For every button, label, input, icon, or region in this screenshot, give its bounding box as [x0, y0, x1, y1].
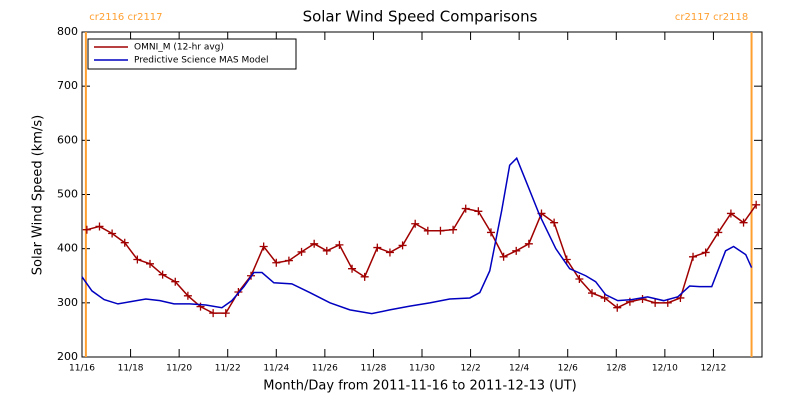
data-point — [158, 270, 167, 279]
plot-frame — [81, 31, 763, 358]
rotation-label: cr2116 cr2117 — [89, 12, 162, 23]
data-point — [120, 238, 129, 247]
data-point — [701, 248, 710, 257]
data-point — [209, 309, 218, 318]
x-axis-label: Month/Day from 2011-11-16 to 2011-12-13 … — [263, 379, 576, 394]
chart-title: Solar Wind Speed Comparisons — [303, 8, 538, 26]
data-point — [588, 289, 596, 298]
x-tick-label: 11/28 — [360, 364, 386, 374]
data-point — [385, 248, 394, 257]
data-point — [310, 239, 319, 248]
data-point — [221, 309, 230, 318]
y-axis-label: Solar Wind Speed (km/s) — [31, 115, 46, 275]
y-tick-label: 500 — [57, 188, 78, 201]
x-tick-label: 11/26 — [312, 364, 338, 374]
data-point — [600, 293, 609, 302]
x-tick-label: 11/16 — [69, 364, 95, 374]
x-tick-label: 12/2 — [460, 364, 480, 374]
data-point — [726, 209, 735, 218]
data-point — [499, 252, 508, 261]
y-tick-label: 800 — [57, 25, 78, 38]
x-tick-label: 12/4 — [509, 364, 529, 374]
x-tick-label: 11/20 — [166, 364, 192, 374]
data-point — [322, 246, 331, 255]
data-point — [461, 204, 470, 213]
data-point — [183, 291, 192, 300]
x-tick-label: 11/30 — [409, 364, 435, 374]
data-point — [297, 247, 306, 256]
data-point — [575, 275, 584, 283]
data-point — [348, 264, 357, 273]
data-point — [449, 225, 458, 234]
data-point — [486, 228, 495, 237]
data-point — [752, 200, 761, 209]
data-point — [651, 298, 660, 307]
data-point — [373, 243, 382, 252]
data-point — [512, 246, 521, 255]
legend-label: OMNI_M (12-hr avg) — [134, 43, 224, 53]
data-point — [714, 228, 723, 237]
data-point — [411, 219, 420, 228]
data-point — [689, 252, 698, 261]
legend-box — [87, 38, 297, 70]
data-point — [133, 255, 142, 264]
x-tick-label: 12/12 — [700, 364, 726, 374]
data-point — [82, 225, 91, 234]
data-point — [474, 207, 483, 216]
data-point — [550, 218, 559, 227]
data-point — [95, 222, 104, 231]
x-tick-label: 12/8 — [606, 364, 626, 374]
legend-label: Predictive Science MAS Model — [134, 56, 269, 66]
series-line — [81, 156, 753, 315]
data-point — [171, 277, 180, 286]
data-point — [638, 295, 647, 304]
data-point — [423, 226, 432, 235]
x-tick-label: 12/10 — [652, 364, 678, 374]
data-point — [398, 241, 407, 250]
data-point — [284, 256, 293, 265]
y-tick-label: 200 — [57, 350, 78, 363]
x-tick-label: 11/18 — [118, 364, 144, 374]
x-tick-label: 11/24 — [263, 364, 289, 374]
y-tick-label: 600 — [57, 133, 78, 146]
y-tick-label: 400 — [57, 242, 78, 255]
data-point — [146, 259, 154, 268]
data-point — [108, 229, 117, 238]
y-tick-label: 700 — [57, 79, 78, 92]
data-point — [436, 226, 445, 235]
data-point — [360, 272, 369, 281]
data-point — [335, 240, 344, 249]
y-tick-label: 300 — [57, 296, 78, 309]
data-point — [613, 303, 622, 312]
x-tick-label: 11/22 — [215, 364, 241, 374]
data-point — [272, 258, 281, 267]
x-tick-label: 12/6 — [558, 364, 578, 374]
data-point — [259, 242, 268, 251]
data-point — [739, 218, 748, 227]
data-point — [524, 239, 533, 248]
rotation-label: cr2117 cr2118 — [675, 12, 748, 23]
